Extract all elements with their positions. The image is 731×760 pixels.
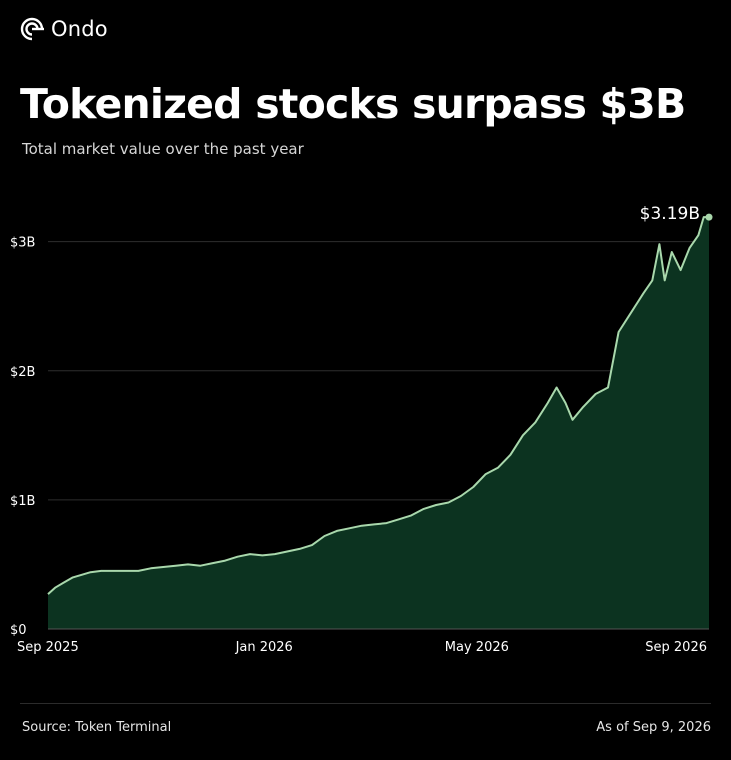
latest-value-point <box>705 213 713 221</box>
y-tick-label: $3B <box>10 236 35 251</box>
brand-name: Ondo <box>51 17 108 41</box>
latest-value-label: $3.19B <box>640 204 700 224</box>
page-subtitle: Total market value over the past year <box>22 140 304 158</box>
area-fill <box>48 217 709 629</box>
y-tick-label: $2B <box>10 365 35 380</box>
series-line <box>47 216 709 595</box>
brand-logo: Ondo <box>20 17 108 41</box>
x-tick-label: May 2026 <box>445 640 509 655</box>
page-title: Tokenized stocks surpass $3B <box>20 80 686 128</box>
x-tick-label: Sep 2026 <box>645 640 707 655</box>
y-tick-label: $1B <box>10 494 35 509</box>
market-value-chart: $0 $1B $2B $3B Sep 2025 Jan 2026 May 2026 Sep 2… <box>10 204 713 655</box>
as-of-date: As of Sep 9, 2026 <box>596 720 711 735</box>
source-note: Source: Token Terminal <box>22 720 172 735</box>
x-tick-label: Sep 2025 <box>17 640 79 655</box>
y-tick-label: $0 <box>10 623 27 638</box>
footer-divider <box>20 703 711 704</box>
x-tick-label: Jan 2026 <box>235 640 293 655</box>
ondo-logo-icon <box>20 17 44 41</box>
